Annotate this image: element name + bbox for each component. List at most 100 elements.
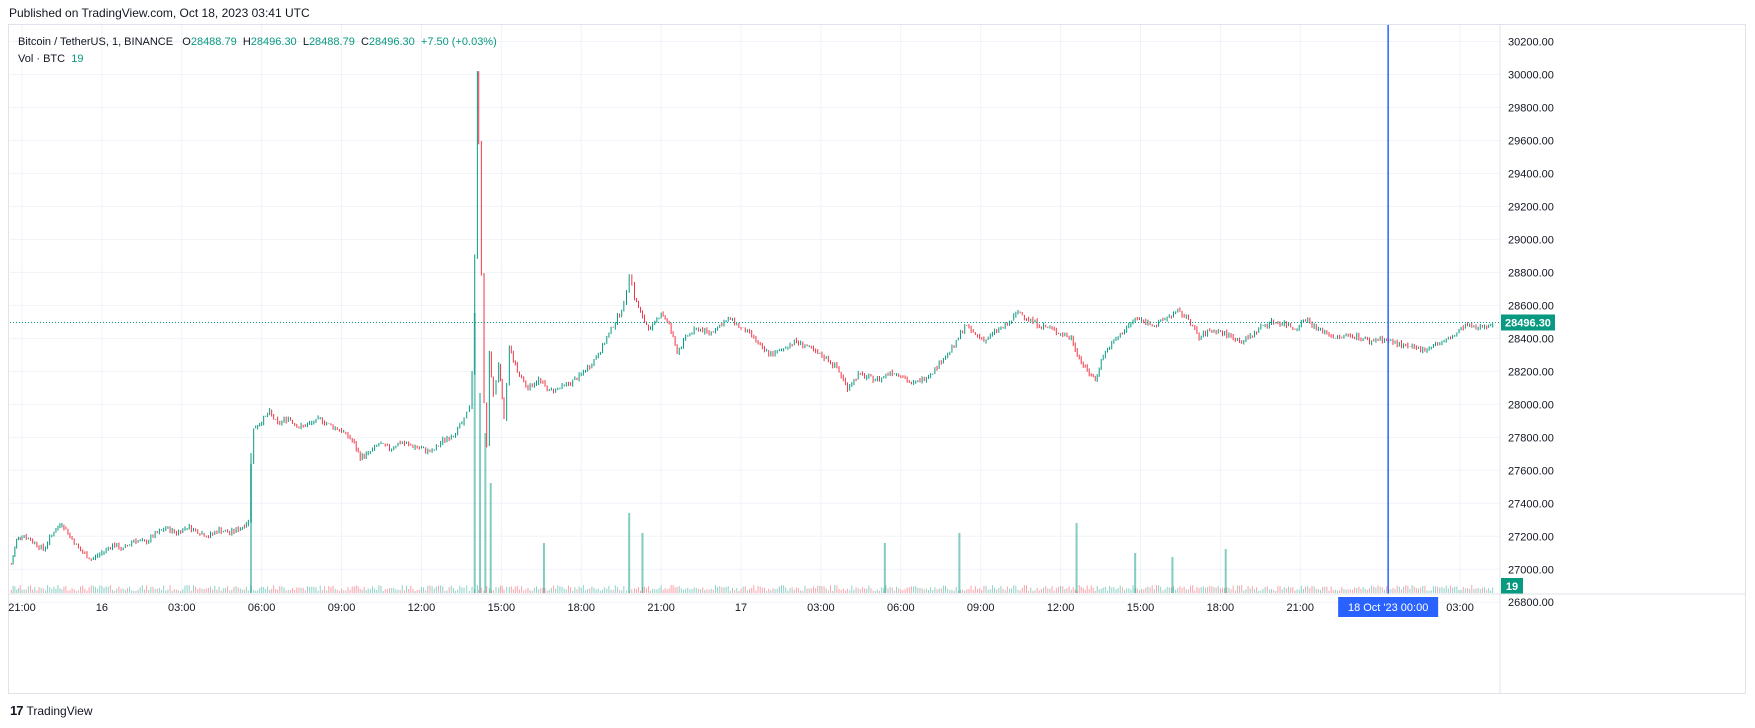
volume-bar — [259, 588, 261, 593]
volume-bar — [1383, 589, 1385, 593]
volume-bar — [844, 590, 846, 593]
volume-bar — [660, 585, 662, 593]
volume-bar — [1285, 588, 1287, 593]
volume-bar — [1358, 586, 1360, 593]
volume-bar — [1256, 587, 1258, 593]
crosshair-time-badge — [1338, 597, 1439, 617]
volume-bar — [471, 586, 473, 593]
crosshair-time-label: 18 Oct '23 00:00 — [1348, 602, 1428, 614]
y-tick-label: 29800.00 — [1508, 102, 1554, 114]
volume-bar — [940, 588, 942, 593]
y-tick-label: 27600.00 — [1508, 465, 1554, 477]
volume-bar — [712, 589, 714, 593]
volume-bar — [731, 587, 733, 593]
volume-spike — [473, 313, 476, 593]
volume-bar — [120, 588, 122, 593]
volume-bar — [1458, 589, 1460, 593]
footer-brand[interactable]: 17 TradingView — [10, 703, 93, 718]
volume-bar — [1488, 588, 1490, 593]
legend-ohlc-row: Bitcoin / TetherUS, 1, BINANCE O28488.79… — [18, 34, 497, 51]
volume-bar — [86, 590, 88, 593]
volume-bar — [178, 590, 180, 593]
volume-bar — [1371, 585, 1373, 593]
volume-value: 19 — [71, 53, 84, 65]
volume-bar — [798, 588, 800, 593]
volume-bar — [40, 588, 42, 593]
volume-bar — [1279, 586, 1281, 593]
volume-bar — [664, 588, 666, 593]
volume-bar — [459, 585, 461, 593]
volume-bar — [1375, 587, 1377, 593]
volume-bar — [1222, 587, 1224, 593]
volume-bar — [1145, 587, 1147, 593]
volume-bar — [1445, 585, 1447, 593]
volume-bar — [576, 589, 578, 593]
volume-bar — [12, 585, 14, 593]
volume-bar — [1247, 586, 1249, 593]
volume-bar — [721, 587, 723, 593]
chart-frame[interactable] — [8, 24, 1746, 694]
volume-bar — [1036, 587, 1038, 593]
volume-bar — [1207, 587, 1209, 593]
volume-bar — [1347, 589, 1349, 593]
volume-bar — [139, 587, 141, 593]
volume-bar — [654, 589, 656, 593]
volume-bar — [386, 589, 388, 593]
volume-bar — [1364, 588, 1366, 593]
volume-bar — [1467, 588, 1469, 593]
volume-bar — [861, 586, 863, 593]
volume-bar — [203, 589, 205, 593]
volume-bar — [751, 587, 753, 593]
volume-bar — [478, 589, 480, 593]
volume-bar — [1441, 586, 1443, 593]
volume-bar — [349, 589, 351, 593]
volume-bar — [287, 590, 289, 593]
volume-bar — [129, 586, 131, 593]
volume-bar — [1153, 589, 1155, 593]
volume-bar — [1326, 586, 1328, 593]
volume-label[interactable]: Vol · BTC — [18, 53, 66, 65]
volume-bar — [423, 587, 425, 593]
volume-bar — [1173, 586, 1175, 593]
volume-bar — [553, 585, 555, 593]
volume-bar — [406, 585, 408, 593]
volume-bar — [1060, 585, 1062, 593]
volume-spike — [958, 533, 961, 593]
volume-bar — [1026, 585, 1028, 593]
volume-bar — [1243, 590, 1245, 593]
volume-bar — [444, 590, 446, 593]
volume-bar — [1168, 587, 1170, 593]
volume-bar — [994, 587, 996, 593]
volume-bar — [10, 589, 12, 593]
volume-bar — [853, 589, 855, 593]
volume-bar — [1430, 590, 1432, 593]
volume-bar — [273, 585, 275, 593]
volume-bar — [1187, 589, 1189, 593]
volume-bar — [503, 589, 505, 593]
symbol-name[interactable]: Bitcoin / TetherUS, 1, BINANCE — [18, 36, 174, 48]
volume-bar — [1084, 589, 1086, 593]
volume-bar — [1130, 589, 1132, 593]
volume-bar — [725, 586, 727, 593]
volume-bar — [395, 589, 397, 593]
volume-bar — [53, 586, 55, 593]
y-tick-label: 28400.00 — [1508, 333, 1554, 345]
volume-bar — [27, 586, 29, 593]
volume-bar — [77, 590, 79, 593]
volume-bar — [759, 586, 761, 593]
volume-bar — [710, 588, 712, 593]
volume-bar — [1341, 586, 1343, 593]
volume-bar — [239, 588, 241, 593]
volume-bar — [205, 588, 207, 593]
volume-bar — [107, 586, 109, 593]
volume-bar — [514, 586, 516, 593]
volume-bar — [599, 590, 601, 593]
volume-bar — [243, 589, 245, 593]
volume-bar — [1456, 586, 1458, 593]
volume-bar — [1315, 588, 1317, 593]
volume-bar — [306, 586, 308, 593]
volume-bar — [678, 586, 680, 593]
volume-bar — [870, 588, 872, 593]
volume-bar — [917, 587, 919, 593]
